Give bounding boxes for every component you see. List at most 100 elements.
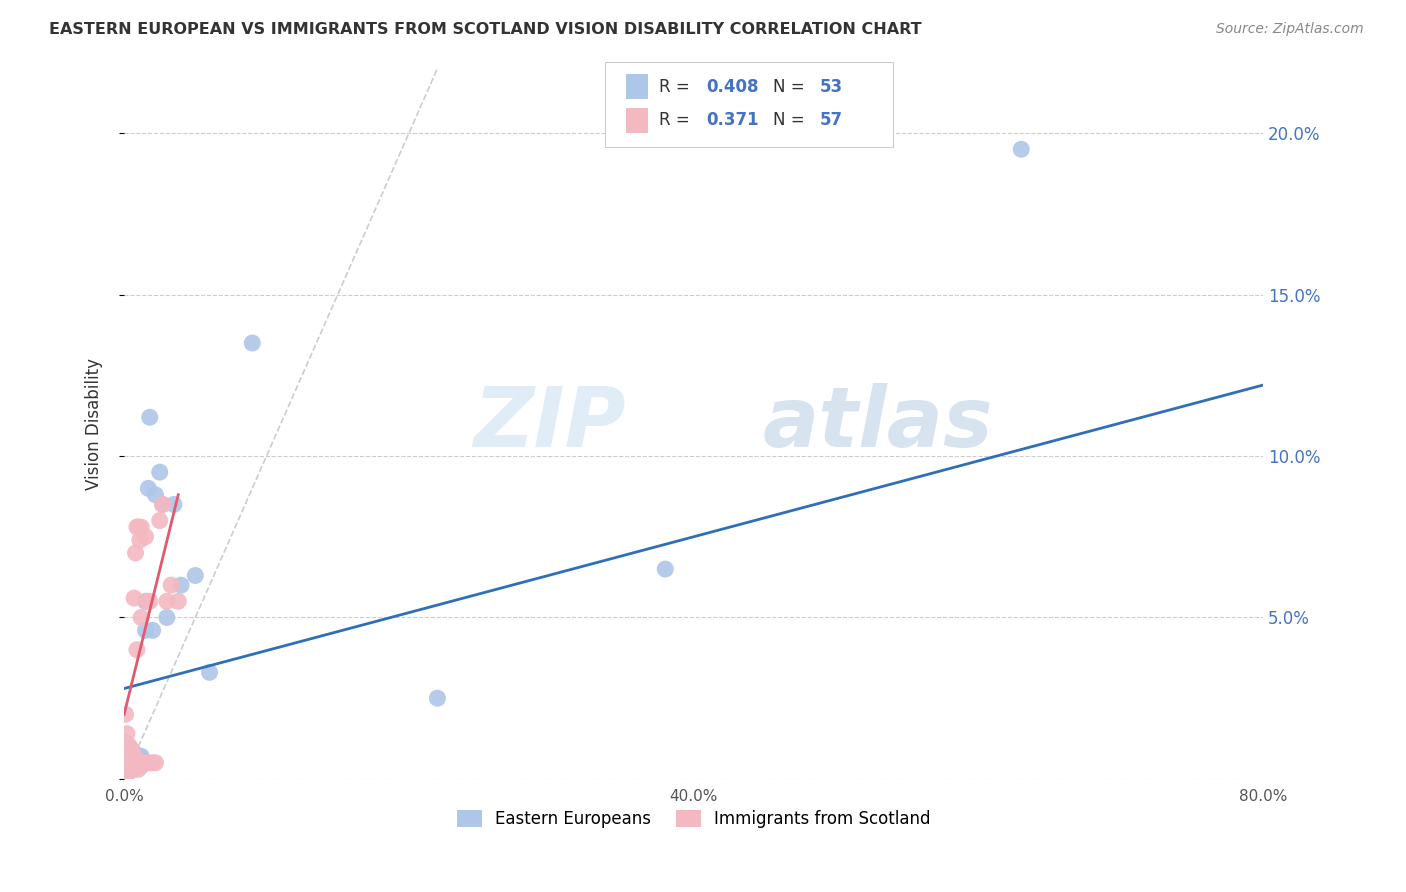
Point <box>198 665 221 680</box>
Point <box>240 336 263 351</box>
Text: R =: R = <box>659 112 700 129</box>
Point <box>118 756 141 770</box>
Point <box>426 691 449 706</box>
Point <box>152 498 174 512</box>
Point <box>120 749 142 764</box>
Point <box>114 759 136 773</box>
Point <box>160 578 183 592</box>
Point <box>120 762 142 776</box>
Point <box>118 743 141 757</box>
Point <box>114 707 136 722</box>
Point <box>139 594 162 608</box>
Point <box>125 753 148 767</box>
Point <box>128 759 150 773</box>
Point <box>167 594 190 608</box>
Point <box>114 749 136 764</box>
Point <box>170 578 193 592</box>
Point <box>149 514 172 528</box>
Point <box>129 749 152 764</box>
Point <box>122 591 145 606</box>
Text: N =: N = <box>773 78 810 95</box>
Point <box>145 756 167 770</box>
Point <box>117 739 139 754</box>
Point <box>115 759 138 773</box>
Text: atlas: atlas <box>762 384 993 464</box>
Point <box>120 759 142 773</box>
Point <box>184 568 207 582</box>
Point <box>115 727 138 741</box>
Point <box>127 753 149 767</box>
Point <box>128 533 150 547</box>
Point <box>117 756 139 770</box>
Point <box>120 756 142 770</box>
Point <box>114 756 136 770</box>
Point <box>114 765 136 780</box>
Text: 57: 57 <box>820 112 842 129</box>
Point <box>117 746 139 760</box>
Y-axis label: Vision Disability: Vision Disability <box>86 358 103 490</box>
Point <box>120 762 142 776</box>
Point <box>125 520 148 534</box>
Point <box>135 594 157 608</box>
Point <box>117 753 139 767</box>
Point <box>129 759 152 773</box>
Point <box>134 624 156 638</box>
Point <box>121 756 143 770</box>
Point <box>115 749 138 764</box>
Point <box>122 756 145 770</box>
Point <box>156 610 179 624</box>
Text: N =: N = <box>773 112 810 129</box>
Point <box>654 562 676 576</box>
Point <box>138 481 160 495</box>
Point <box>115 736 138 750</box>
Point <box>117 765 139 780</box>
Text: 0.371: 0.371 <box>706 112 758 129</box>
Point <box>118 759 141 773</box>
Point <box>127 759 149 773</box>
Point <box>118 762 141 776</box>
Point <box>127 520 149 534</box>
Point <box>124 753 146 767</box>
Point <box>114 743 136 757</box>
Point <box>131 756 153 770</box>
Point <box>139 410 162 425</box>
Text: R =: R = <box>659 78 696 95</box>
Point <box>124 759 146 773</box>
Point <box>122 746 145 760</box>
Point <box>1010 142 1032 156</box>
Point <box>114 739 136 754</box>
Point <box>128 749 150 764</box>
Point <box>121 753 143 767</box>
Point <box>115 753 138 767</box>
Point <box>118 753 141 767</box>
Point <box>122 749 145 764</box>
Point <box>156 594 179 608</box>
Point <box>122 762 145 776</box>
Point <box>134 530 156 544</box>
Point <box>115 759 138 773</box>
Point <box>117 759 139 773</box>
Point <box>121 746 143 760</box>
Point <box>115 762 138 776</box>
Point <box>149 465 172 479</box>
Point <box>120 749 142 764</box>
Point <box>134 594 156 608</box>
Point <box>121 762 143 776</box>
Point <box>120 743 142 757</box>
Point <box>117 749 139 764</box>
Point <box>132 756 155 770</box>
Text: ZIP: ZIP <box>472 384 626 464</box>
Point <box>122 756 145 770</box>
Point <box>131 756 153 770</box>
Point <box>138 756 160 770</box>
Point <box>121 759 143 773</box>
Point <box>129 610 152 624</box>
Point <box>124 546 146 560</box>
Point <box>114 756 136 770</box>
Point <box>122 762 145 776</box>
Text: 53: 53 <box>820 78 842 95</box>
Point <box>145 488 167 502</box>
Point <box>118 746 141 760</box>
Point <box>127 762 149 776</box>
Point <box>117 739 139 754</box>
